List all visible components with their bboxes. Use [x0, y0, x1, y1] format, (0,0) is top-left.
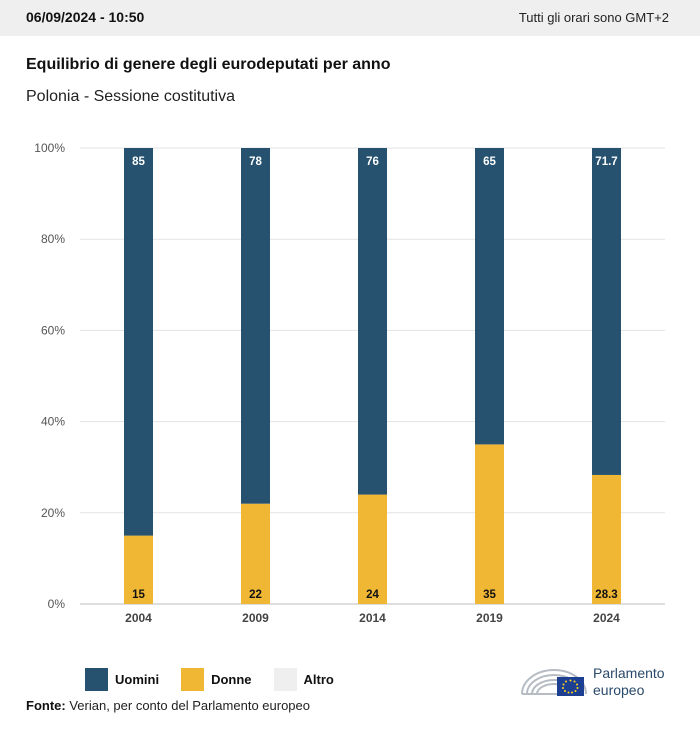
legend-swatch-donne — [181, 667, 205, 691]
bar-donne — [592, 474, 621, 604]
bar-donne — [358, 494, 387, 604]
bar-donne — [241, 503, 270, 604]
bar-uomini — [241, 148, 270, 504]
y-tick-label: 100% — [34, 141, 65, 155]
legend-label-uomini: Uomini — [115, 671, 160, 687]
x-tick-label: 2009 — [242, 611, 269, 625]
bar-uomini — [592, 148, 621, 475]
y-tick-label: 40% — [41, 415, 65, 429]
data-label-uomini: 76 — [366, 156, 379, 168]
bar-donne — [124, 535, 153, 604]
hemicycle-icon — [521, 669, 587, 696]
legend-item-donne: Donne — [181, 667, 252, 691]
timezone-note: Tutti gli orari sono GMT+2 — [518, 10, 669, 25]
bar-uomini — [358, 148, 387, 495]
data-label-uomini: 65 — [483, 156, 496, 168]
legend-label-altro: Altro — [303, 671, 334, 687]
data-label-uomini: 78 — [249, 156, 262, 168]
source-note: Fonte: Verian, per conto del Parlamento … — [26, 698, 310, 713]
legend-item-uomini: Uomini — [85, 667, 160, 691]
parliament-logo: Parlamento europeo — [520, 660, 690, 700]
data-label-donne: 28.3 — [595, 589, 617, 601]
datetime: 06/09/2024 - 10:50 — [26, 9, 145, 25]
x-tick-label: 2024 — [593, 611, 620, 625]
bar-donne — [475, 444, 504, 604]
chart-title: Equilibrio di genere degli eurodeputati … — [26, 56, 391, 73]
data-label-donne: 35 — [483, 589, 496, 601]
y-tick-label: 20% — [41, 506, 65, 520]
legend-label-donne: Donne — [211, 671, 252, 687]
source-label: Fonte: — [26, 698, 66, 713]
data-label-donne: 22 — [249, 589, 262, 601]
bar-chart: 0% 20% 40% 60% 80% 100% 85 15 2004 78 22 2009 76 24 20… — [34, 141, 665, 625]
y-tick-label: 0% — [48, 597, 66, 611]
top-bar: 06/09/2024 - 10:50 Tutti gli orari sono … — [0, 0, 700, 36]
legend-item-altro: Altro — [273, 667, 334, 691]
bar-uomini — [124, 148, 153, 536]
legend-swatch-uomini — [85, 667, 108, 691]
x-tick-label: 2014 — [359, 611, 386, 625]
y-tick-label: 60% — [41, 323, 65, 337]
logo-line-2: europeo — [593, 682, 645, 698]
data-label-donne: 24 — [366, 589, 379, 601]
legend-swatch-altro — [273, 667, 297, 691]
data-label-uomini: 85 — [132, 156, 145, 168]
y-tick-label: 80% — [41, 232, 65, 246]
x-tick-label: 2019 — [476, 611, 503, 625]
data-label-uomini: 71.7 — [595, 156, 617, 168]
data-label-donne: 15 — [132, 589, 145, 601]
source-text: Verian, per conto del Parlamento europeo — [65, 698, 310, 713]
legend: Uomini Donne Altro — [85, 667, 356, 691]
logo-line-1: Parlamento — [593, 665, 665, 681]
bar-uomini — [475, 148, 504, 445]
chart-subtitle: Polonia - Sessione costitutiva — [26, 88, 235, 105]
logo-text: Parlamento europeo — [593, 665, 665, 699]
x-tick-label: 2004 — [125, 611, 152, 625]
